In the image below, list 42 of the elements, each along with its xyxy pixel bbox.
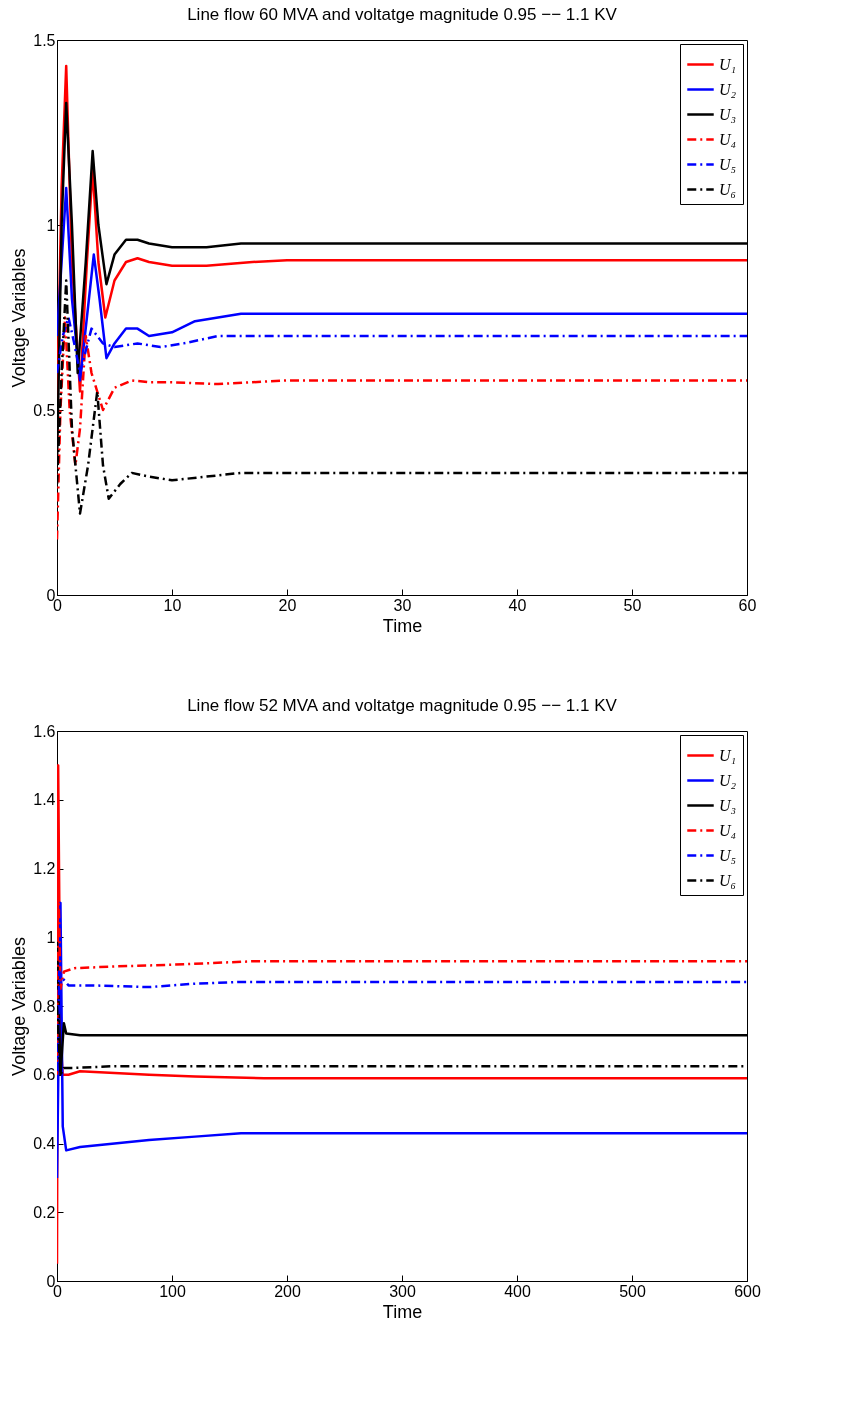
legend-label: U₅ (719, 155, 737, 173)
legend-label: U₁ (719, 746, 737, 764)
x-tick-label: 200 (274, 1282, 301, 1300)
x-axis-title: Time (382, 1301, 423, 1322)
x-tick-label: 50 (623, 596, 642, 614)
x-tick-label: 300 (389, 1282, 416, 1300)
legend-label: U₃ (719, 796, 737, 814)
x-tick-label: 100 (159, 1282, 186, 1300)
x-tick-label: 400 (504, 1282, 531, 1300)
y-tick-label: 1 (46, 928, 56, 946)
y-tick-label: 0.2 (33, 1203, 56, 1221)
legend-label: U₃ (719, 105, 737, 123)
legend-label: U₆ (719, 871, 737, 889)
y-tick-label: 0.6 (33, 1066, 56, 1084)
legend-label: U₂ (719, 80, 737, 98)
chart-title: Line flow 60 MVA and voltatge magnitude 0.95 −− 1.1 KV (187, 5, 618, 24)
y-tick-label: 0.8 (33, 997, 56, 1015)
x-tick-label: 40 (508, 596, 527, 614)
legend-label: U₄ (719, 130, 737, 148)
y-tick-label: 1 (46, 216, 56, 234)
x-tick-label: 30 (393, 596, 412, 614)
legend-label: U₂ (719, 771, 737, 789)
y-tick-label: 1.6 (33, 722, 56, 740)
legend-label: U₁ (719, 55, 737, 73)
x-tick-label: 20 (278, 596, 297, 614)
x-tick-label: 600 (734, 1282, 761, 1300)
y-tick-label: 0.5 (33, 401, 56, 419)
y-axis-title: Voltage Variables (9, 937, 30, 1076)
y-tick-label: 1.4 (33, 791, 56, 809)
y-axis-title: Voltage Variables (9, 248, 30, 388)
y-tick-label: 1.2 (33, 860, 56, 877)
y-tick-label: 1.5 (33, 31, 56, 49)
y-tick-label: 0.4 (33, 1135, 56, 1152)
legend-label: U₆ (719, 180, 737, 198)
x-tick-label: 10 (163, 596, 182, 614)
chart-title: Line flow 52 MVA and voltatge magnitude 0.95 −− 1.1 KV (187, 696, 618, 715)
x-tick-label: 500 (619, 1282, 646, 1300)
legend-label: U₄ (719, 821, 737, 839)
x-axis-title: Time (382, 615, 423, 636)
line-series (57, 186, 747, 382)
x-tick-label: 60 (738, 596, 757, 614)
legend-label: U₅ (719, 846, 737, 864)
